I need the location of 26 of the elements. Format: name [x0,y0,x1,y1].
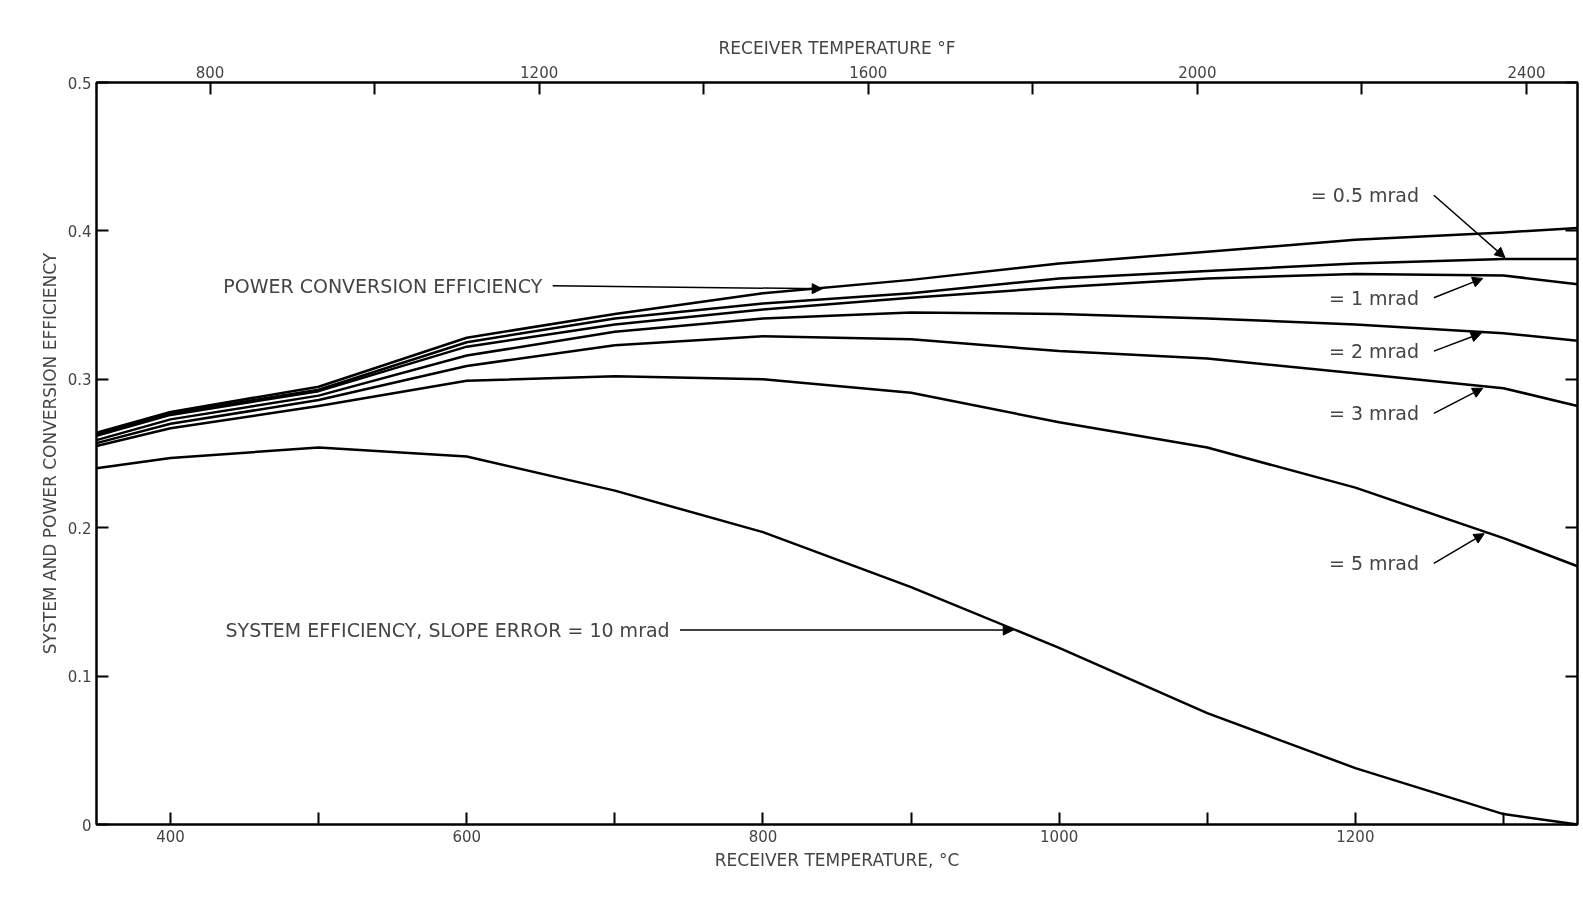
annotation: SYSTEM EFFICIENCY, SLOPE ERROR = 10 mrad [225,619,670,642]
x2-tick-label: 2000 [1178,63,1217,82]
x-tick-label: 1000 [1040,827,1079,846]
y-tick-label: 0.3 [67,371,92,390]
x-tick-label: 600 [452,827,482,846]
annotation: = 5 mrad [1328,552,1420,575]
x2-tick-label: 1200 [520,63,559,82]
y-tick-label: 0.2 [67,519,92,538]
annotation: = 3 mrad [1328,402,1420,425]
annotation: POWER CONVERSION EFFICIENCY [223,274,543,297]
y-axis-title: SYSTEM AND POWER CONVERSION EFFICIENCY [39,252,60,655]
y-tick-label: 0.4 [67,222,92,241]
annotation: = 2 mrad [1328,340,1420,363]
x-tick-label: 400 [156,827,185,846]
annotation: = 0.5 mrad [1310,184,1420,207]
annotation: = 1 mrad [1328,286,1420,309]
x2-tick-label: 2400 [1507,63,1546,82]
x-tick-label: 1200 [1336,827,1375,846]
y-tick-label: 0.1 [67,668,92,687]
x2-axis-title: RECEIVER TEMPERATURE °F [718,37,956,58]
x2-tick-label: 800 [195,63,225,82]
x-tick-label: 800 [748,827,778,846]
y-tick-label: 0.5 [67,74,92,93]
x2-tick-label: 1600 [849,63,888,82]
x-axis-title: RECEIVER TEMPERATURE, °C [714,849,960,870]
y-tick-label: 0 [81,816,92,835]
